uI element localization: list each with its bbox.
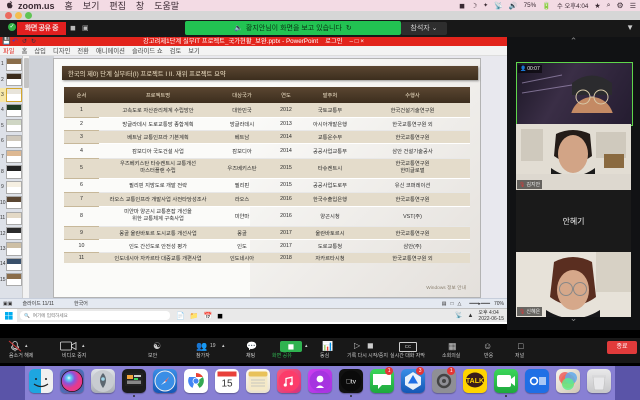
svg-text:15: 15 xyxy=(221,379,233,390)
svg-text:tv: tv xyxy=(346,379,357,386)
svg-text:TALK: TALK xyxy=(466,378,484,385)
